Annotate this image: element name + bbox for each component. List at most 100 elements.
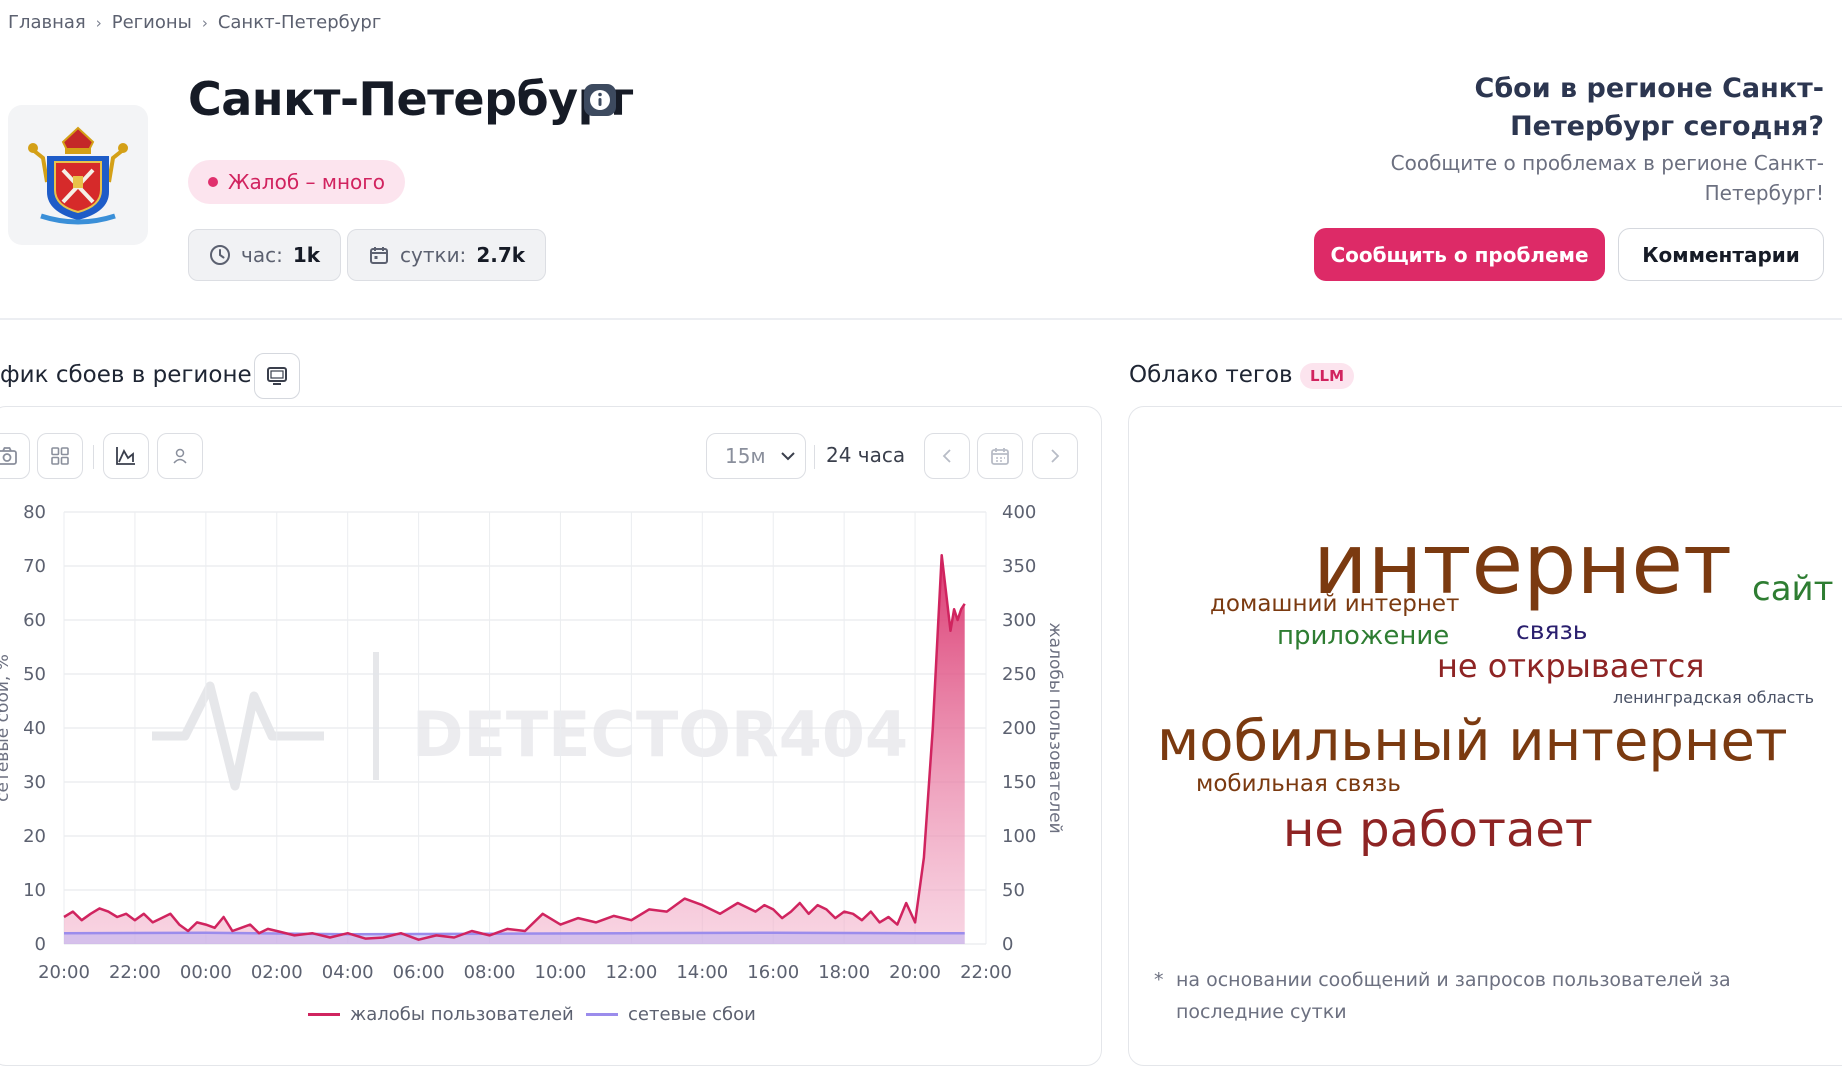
toolbar-separator: [814, 445, 815, 469]
y-right-tick: 400: [1002, 502, 1036, 523]
user-icon: [173, 448, 187, 464]
watermark-text: DETECTOR404: [412, 698, 908, 771]
chevron-down-icon: [781, 452, 795, 461]
x-tick: 00:00: [180, 962, 232, 983]
area-chart-button[interactable]: [103, 433, 149, 479]
network-area: [64, 932, 965, 944]
complaints-line: [63, 553, 966, 941]
coat-of-arms-icon: [28, 126, 128, 225]
legend-item-complaints[interactable]: жалобы пользователей: [308, 1004, 574, 1025]
y-right-tick: 300: [1002, 610, 1036, 631]
fullscreen-button[interactable]: [254, 353, 300, 399]
stat-day-value: 2.7k: [476, 243, 526, 267]
y-left-tick: 50: [23, 664, 46, 685]
toolbar-separator: [93, 445, 94, 469]
chevron-left-icon: [942, 449, 951, 463]
section-divider: [0, 318, 1842, 320]
x-tick: 02:00: [251, 962, 303, 983]
tag-word[interactable]: связь: [1516, 616, 1588, 645]
breadcrumb: Главная › Регионы › Санкт-Петербург: [8, 12, 381, 33]
report-subtext: Сообщите о проблемах в регионе Санкт-Пет…: [1390, 151, 1824, 205]
legend-item-network[interactable]: сетевые сбои: [586, 1004, 756, 1025]
y-left-tick: 80: [23, 502, 46, 523]
interval-select[interactable]: 15м: [706, 433, 806, 479]
chevron-right-icon: [1051, 449, 1060, 463]
tag-word[interactable]: приложение: [1277, 621, 1450, 651]
y-right-tick: 250: [1002, 664, 1036, 685]
status-label: Жалоб – много: [228, 170, 386, 194]
chart-section-title: фик сбоев в регионе: [0, 362, 252, 388]
y-left-tick: 70: [23, 556, 46, 577]
y-right-axis-label: жалобы пользователей: [1045, 622, 1065, 833]
time-range-label: 24 часа: [826, 443, 906, 467]
x-tick: 14:00: [676, 962, 728, 983]
date-picker-button[interactable]: [977, 433, 1023, 479]
footnote-text: на основании сообщений и запросов пользо…: [1176, 969, 1731, 1023]
x-tick: 22:00: [109, 962, 161, 983]
stat-day-label: сутки:: [400, 243, 467, 267]
monitor-icon: [267, 367, 287, 385]
y-left-tick: 30: [23, 772, 46, 793]
report-problem-button[interactable]: Сообщить о проблеме: [1314, 228, 1605, 281]
breadcrumb-regions[interactable]: Регионы: [111, 12, 192, 33]
y-left-tick: 20: [23, 826, 46, 847]
legend-label: жалобы пользователей: [350, 1004, 574, 1025]
x-tick: 20:00: [889, 962, 941, 983]
status-dot: [208, 177, 218, 187]
tag-word[interactable]: интернет: [1313, 515, 1732, 613]
status-badge: Жалоб – много: [188, 160, 406, 204]
y-right-tick: 350: [1002, 556, 1036, 577]
tag-cloud-panel: [1128, 406, 1842, 1066]
tag-word[interactable]: мобильный интернет: [1157, 709, 1788, 774]
x-tick: 08:00: [464, 962, 516, 983]
interval-select-value: 15м: [725, 444, 766, 468]
x-tick: 22:00: [960, 962, 1012, 983]
breadcrumb-home[interactable]: Главная: [8, 12, 86, 33]
tag-word[interactable]: домашний интернет: [1210, 591, 1460, 617]
region-emblem: [8, 105, 148, 245]
tag-word[interactable]: ленинградская область: [1613, 688, 1815, 707]
stat-hour-label: час:: [241, 243, 283, 267]
breadcrumb-current: Санкт-Петербург: [217, 12, 382, 33]
y-left-tick: 0: [35, 934, 46, 955]
tag-word[interactable]: сайт: [1752, 569, 1834, 609]
x-tick: 16:00: [747, 962, 799, 983]
y-right-tick: 200: [1002, 718, 1036, 739]
footnote-mark: *: [1154, 969, 1164, 991]
tag-word[interactable]: мобильная связь: [1196, 771, 1401, 797]
tag-word[interactable]: не открывается: [1437, 647, 1705, 685]
comments-button[interactable]: Комментарии: [1618, 228, 1824, 281]
y-right-tick: 150: [1002, 772, 1036, 793]
tag-word[interactable]: не работает: [1283, 802, 1593, 858]
y-left-axis-label: сетевые сбои, %: [0, 654, 13, 802]
screenshot-button[interactable]: [0, 433, 30, 479]
info-icon[interactable]: [584, 84, 616, 116]
llm-badge: LLM: [1300, 363, 1355, 389]
user-filter-button[interactable]: [157, 433, 203, 479]
legend-swatch: [308, 1013, 340, 1016]
y-right-tick: 50: [1002, 880, 1025, 901]
x-tick: 12:00: [605, 962, 657, 983]
x-tick: 10:00: [535, 962, 587, 983]
x-tick: 18:00: [818, 962, 870, 983]
y-right-tick: 100: [1002, 826, 1036, 847]
outage-chart: DETECTOR404 0 0 10 50 20 100 30 150 40 200 50 250 60…: [0, 502, 1065, 983]
page-title: Санкт-Петербург: [188, 72, 634, 126]
prev-period-button[interactable]: [924, 433, 970, 479]
x-tick: 04:00: [322, 962, 374, 983]
legend-swatch: [586, 1013, 618, 1016]
area-chart-icon: [116, 447, 135, 465]
watermark: DETECTOR404: [152, 652, 908, 791]
calendar-icon: [991, 448, 1009, 465]
chevron-right-icon: ›: [95, 13, 102, 32]
grid-view-button[interactable]: [37, 433, 83, 479]
y-left-tick: 10: [23, 880, 46, 901]
calendar-icon: [370, 247, 388, 264]
next-period-button[interactable]: [1032, 433, 1078, 479]
legend-label: сетевые сбои: [628, 1004, 756, 1025]
x-tick: 20:00: [38, 962, 90, 983]
report-heading: Сбои в регионе Санкт-Петербург сегодня?: [1474, 73, 1824, 142]
cloud-footnote: * на основании сообщений и запросов поль…: [1154, 964, 1774, 1028]
stat-day: сутки: 2.7k: [347, 229, 547, 281]
stat-hour-value: 1k: [292, 243, 321, 267]
